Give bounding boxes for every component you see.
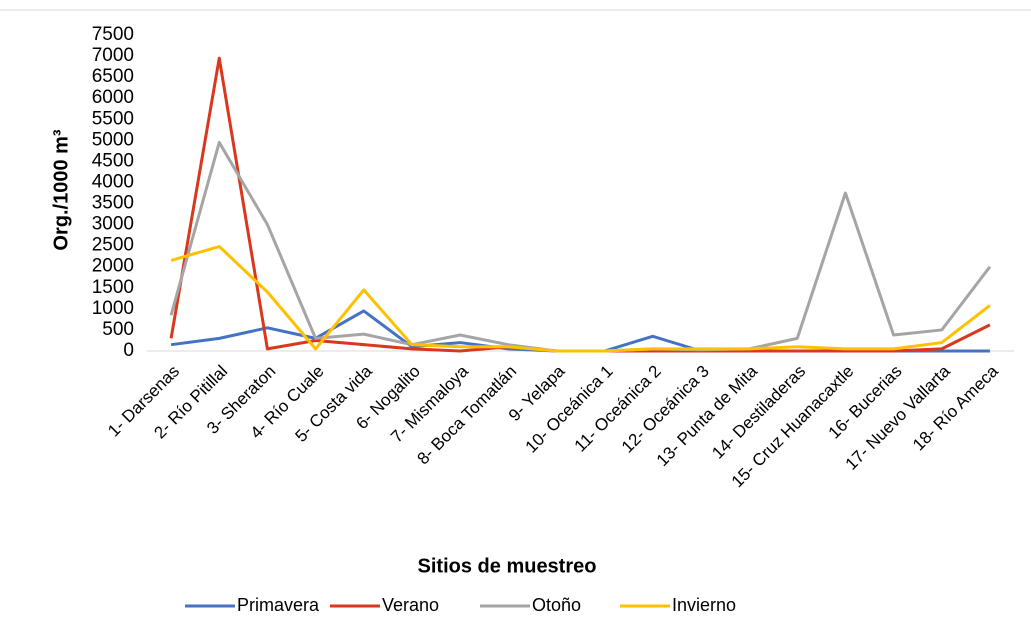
x-tick-label: 11- Oceánica 2	[571, 362, 665, 456]
line-series	[169, 140, 992, 353]
y-tick-label: 5500	[92, 108, 134, 129]
line-series	[170, 245, 991, 353]
y-tick-label: 500	[102, 319, 134, 340]
y-tick-label: 1000	[92, 298, 134, 319]
legend-label: Otoño	[532, 595, 581, 615]
y-tick-label: 6500	[92, 66, 134, 87]
y-tick-label: 7500	[92, 24, 134, 45]
legend-label: Verano	[382, 595, 439, 615]
x-tick-label: 18- Río Ameca	[909, 361, 1002, 454]
y-tick-label: 4000	[92, 171, 134, 192]
legend-label: Invierno	[672, 595, 736, 615]
y-tick-label: 0	[123, 340, 134, 361]
y-axis-label: Org./1000 m³	[50, 129, 72, 251]
y-tick-label: 4500	[92, 150, 134, 171]
legend-label: Primavera	[237, 595, 320, 615]
y-tick-label: 2000	[92, 256, 134, 277]
x-tick-label: 10- Oceánica 1	[522, 362, 617, 457]
x-tick-label: 12- Oceánica 3	[618, 362, 713, 457]
y-tick-label: 1500	[92, 277, 134, 298]
y-tick-label: 6000	[92, 87, 134, 108]
line-series	[169, 56, 991, 353]
y-tick-label: 5000	[92, 129, 134, 150]
y-tick-label: 2500	[92, 235, 134, 256]
y-tick-label: 3500	[92, 193, 134, 214]
y-tick-label: 3000	[92, 214, 134, 235]
x-axis-label: Sitios de muestreo	[418, 555, 597, 577]
y-tick-label: 7000	[92, 45, 134, 66]
